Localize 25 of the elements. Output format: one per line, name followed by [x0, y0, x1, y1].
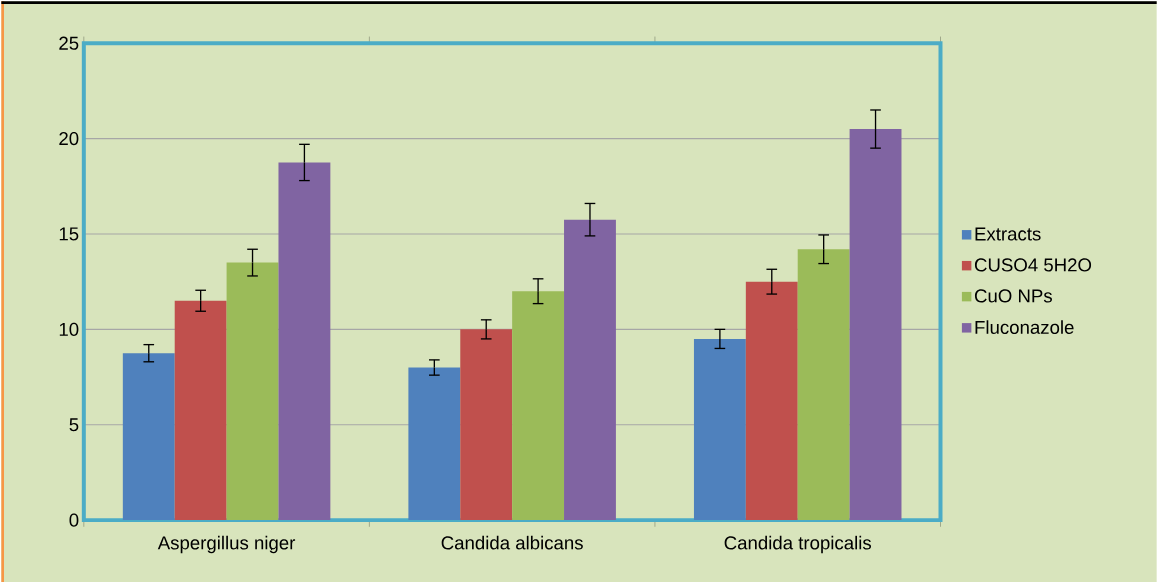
bar	[512, 291, 565, 520]
y-tick-label: 15	[59, 227, 79, 241]
bar	[174, 300, 227, 520]
x-tick-label: Candida albicans	[441, 535, 583, 550]
bar	[460, 329, 513, 520]
bar	[226, 262, 279, 520]
legend-label: Extracts	[975, 227, 1041, 241]
y-tick-label: 10	[59, 322, 79, 336]
y-tick-label: 25	[59, 36, 79, 50]
bar	[693, 338, 746, 520]
y-tick-label: 0	[69, 513, 79, 527]
bar	[797, 249, 850, 520]
y-tick-label: 20	[59, 131, 79, 146]
x-tick-label: Aspergillus niger	[157, 535, 296, 554]
legend-label: CUSO4 5H2O	[974, 258, 1092, 272]
bar	[849, 128, 902, 520]
bar	[564, 219, 616, 520]
legend-label: Fluconazole	[975, 320, 1074, 334]
bar	[278, 162, 331, 520]
y-tick-label: 5	[69, 418, 79, 432]
bar	[745, 281, 798, 520]
bar	[408, 367, 461, 520]
bar	[122, 353, 175, 520]
x-tick-label: Candida tropicalis	[724, 535, 872, 554]
legend-label: CuO NPs	[974, 289, 1052, 303]
